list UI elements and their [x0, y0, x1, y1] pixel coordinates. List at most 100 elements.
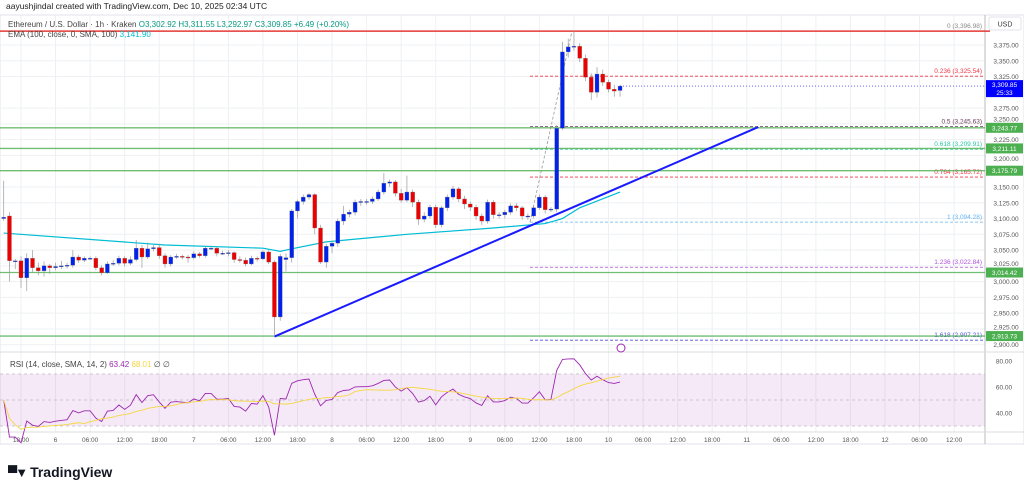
x-tick-label: 12:00 [808, 437, 825, 444]
candle-body [70, 256, 75, 266]
tradingview-logo[interactable]: ▀▼ TradingView [8, 464, 112, 480]
candle-body [162, 255, 168, 265]
x-tick-label: 18:00 [842, 437, 859, 444]
support-price-label: 2,913.73 [992, 334, 1018, 341]
candle-body [606, 82, 611, 90]
support-price-badge [986, 267, 1023, 278]
x-tick-label: 06:00 [497, 437, 514, 444]
candle-body [145, 248, 150, 258]
candle-body [64, 265, 70, 267]
x-tick-label: 12:00 [531, 437, 548, 444]
candle-body [364, 201, 369, 203]
candle-body [485, 201, 490, 222]
candle-body [347, 212, 352, 215]
x-tick-label: 8 [330, 437, 334, 444]
x-tick-label: 12:00 [117, 437, 134, 444]
close-value: C3,309.85 [254, 20, 292, 29]
low-value: L3,292.97 [216, 20, 253, 29]
fib-level-label: 0.236 (3,325.54) [934, 68, 982, 75]
support-price-label: 3,243.77 [992, 125, 1018, 132]
candle-body [157, 247, 162, 256]
candle-body [554, 128, 559, 210]
x-tick-label: 12:00 [669, 437, 686, 444]
y-tick-label: 3,000.00 [993, 279, 1019, 286]
candle-body [612, 89, 617, 92]
y-tick-label: 2,975.00 [993, 295, 1019, 302]
support-price-label: 3,211.11 [992, 146, 1017, 153]
support-price-label: 3,175.79 [992, 168, 1018, 175]
chart-frame [0, 14, 1024, 445]
x-tick-label: 12:00 [946, 437, 963, 444]
rsi-sma-value: 68.01 [131, 360, 152, 369]
candle-body [260, 251, 266, 260]
candle-body [341, 213, 346, 222]
candle-body [13, 260, 18, 262]
support-price-badge [986, 331, 1023, 342]
candle-body [208, 248, 214, 250]
candle-body [329, 242, 335, 247]
candle-body [496, 214, 502, 216]
ema-value: 3,141.90 [119, 30, 151, 39]
candle-body [128, 259, 133, 264]
candle-body [197, 253, 202, 256]
candle-body [525, 215, 531, 218]
y-tick-label: 3,125.00 [993, 200, 1019, 207]
candle-body [168, 256, 173, 265]
candle-body [237, 259, 243, 261]
candle-body [566, 46, 571, 53]
fib-level-label: 0.5 (3,245.63) [942, 119, 982, 126]
candle-body [301, 196, 306, 202]
rsi-value: 63.42 [109, 360, 130, 369]
logo-text: TradingView [30, 464, 113, 480]
countdown-label: 25:33 [996, 90, 1013, 97]
candle-body [427, 207, 433, 217]
support-price-badge [986, 122, 1023, 133]
fib-level-label: 0.618 (3,209.91) [934, 141, 982, 148]
candle-body [30, 258, 35, 268]
x-tick-label: 06:00 [220, 437, 237, 444]
support-price-badge [986, 143, 1023, 154]
candle-body [116, 258, 122, 264]
candle-body [185, 256, 191, 259]
x-tick-label: 18:00 [704, 437, 721, 444]
y-tick-label: 3,050.00 [993, 248, 1019, 255]
candle-body [404, 191, 410, 201]
x-tick-label: 06:00 [911, 437, 928, 444]
fib-level-label: 1.236 (3,022.84) [934, 259, 982, 266]
candle-body [139, 248, 145, 258]
candle-body [450, 188, 456, 198]
candle-body [82, 258, 87, 261]
candle-body [439, 207, 444, 225]
candle-body [283, 257, 289, 260]
high-value: H3,311.55 [178, 20, 215, 29]
fib-level-label: 0 (3,396.98) [947, 23, 982, 30]
rsi-tick-label: 80.00 [996, 359, 1013, 366]
candle-body [41, 265, 47, 272]
x-tick-label: 9 [468, 437, 472, 444]
candle-body [53, 266, 58, 268]
x-tick-label: 12 [881, 437, 889, 444]
x-tick-label: 18:00 [151, 437, 168, 444]
candle-body [594, 73, 600, 93]
candle-body [203, 248, 208, 256]
rsi-legend[interactable]: RSI (14, close, SMA, 14, 2) 63.42 68.01 … [10, 360, 170, 369]
fib-level-label: 0.764 (3,165.72) [934, 169, 982, 176]
candle-body [375, 191, 381, 200]
candle-body [99, 267, 104, 273]
candle-body [255, 258, 260, 260]
y-tick-label: 3,025.00 [993, 261, 1019, 268]
y-tick-label: 2,900.00 [993, 342, 1019, 349]
x-tick-label: 06:00 [773, 437, 790, 444]
candle-body [220, 253, 225, 255]
candle-body [519, 207, 525, 217]
ema-legend[interactable]: EMA (100, close, 0, SMA, 100) 3,141.90 [8, 30, 151, 39]
candle-body [456, 188, 461, 200]
candle-body [249, 258, 254, 265]
candle-body [617, 85, 623, 91]
x-tick-label: 6 [54, 437, 58, 444]
candle-body [24, 258, 29, 278]
candle-body [180, 256, 185, 258]
candle-body [312, 194, 317, 229]
candle-body [422, 215, 427, 220]
